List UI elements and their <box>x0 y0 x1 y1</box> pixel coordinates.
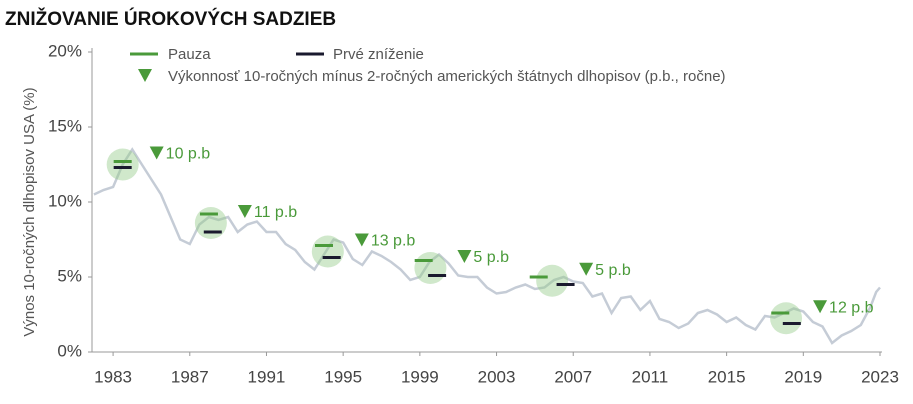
legend-swatch <box>138 69 152 82</box>
legend-label: Výkonnosť 10-ročných mínus 2-ročných ame… <box>168 68 726 85</box>
spread-triangle <box>149 146 164 160</box>
y-axis-label: Výnos 10-ročných dlhopisov USA (%) <box>21 87 38 336</box>
spread-label: 13 p.b <box>371 233 416 250</box>
x-tick-label: 2023 <box>861 367 899 386</box>
spread-triangle <box>457 250 472 263</box>
spread-label: 12 p.b <box>829 299 874 316</box>
spread-label: 5 p.b <box>595 262 631 279</box>
spread-triangle <box>579 262 594 276</box>
x-tick-label: 2007 <box>554 367 592 386</box>
spread-label: 11 p.b <box>254 204 297 221</box>
highlight-circle <box>311 235 344 268</box>
spread-label: 10 p.b <box>166 146 211 163</box>
x-tick-label: 1991 <box>248 367 286 386</box>
yield-line <box>93 147 881 345</box>
y-tick-label: 0% <box>57 341 82 360</box>
x-tick-label: 2003 <box>478 367 516 386</box>
spread-triangle <box>813 300 828 314</box>
x-tick-label: 2015 <box>708 367 746 386</box>
legend-label: Pauza <box>168 46 211 63</box>
x-tick-label: 1995 <box>324 367 362 386</box>
x-tick-label: 1999 <box>401 367 439 386</box>
legend-label: Prvé zníženie <box>333 46 424 63</box>
chart-title: ZNIŽOVANIE ÚROKOVÝCH SADZIEB <box>5 8 336 30</box>
highlight-circle <box>414 252 447 284</box>
highlight-circle <box>536 264 569 297</box>
highlight-circle <box>194 207 227 239</box>
spread-triangle <box>237 205 252 218</box>
x-tick-label: 1983 <box>94 367 132 386</box>
y-tick-label: 10% <box>48 191 82 210</box>
y-tick-label: 20% <box>48 41 82 60</box>
spread-label: 5 p.b <box>473 249 509 266</box>
x-tick-label: 2011 <box>632 367 669 386</box>
highlight-circle <box>106 148 139 181</box>
highlight-circle <box>770 302 803 335</box>
y-tick-label: 5% <box>57 266 82 285</box>
spread-triangle <box>354 233 369 247</box>
x-tick-label: 1987 <box>171 367 209 386</box>
x-tick-label: 2019 <box>784 367 822 386</box>
y-tick-label: 15% <box>48 116 82 135</box>
